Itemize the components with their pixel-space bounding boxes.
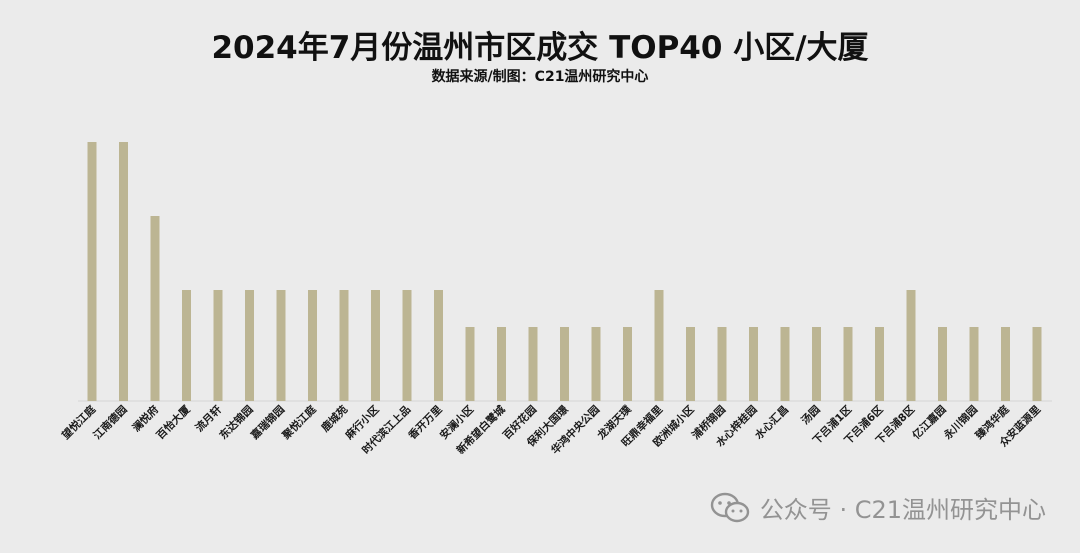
bar-11: [434, 290, 443, 401]
bar-3: [182, 290, 191, 401]
bar-9: [371, 290, 380, 401]
bar-0: [87, 142, 97, 401]
bar-2: [150, 216, 160, 401]
x-tick-label: 流月轩: [193, 403, 225, 435]
bar-1: [119, 142, 128, 401]
x-tick-label: 聚悦江庭: [279, 403, 319, 443]
bar-5: [245, 290, 254, 401]
bar-16: [591, 327, 601, 401]
bar-26: [906, 290, 916, 401]
bar-23: [812, 327, 821, 401]
x-tick-label: 汤园: [799, 403, 823, 427]
x-tick-label: 东达锦园: [217, 403, 256, 442]
chart-title: 2024年7月份温州市区成交 TOP40 小区/大厦: [211, 30, 869, 66]
x-tick-label: 鹿城苑: [319, 403, 351, 435]
bar-7: [308, 290, 317, 401]
bar-8: [339, 290, 349, 401]
x-tick-label: 永川锦园: [941, 403, 981, 443]
x-tick-label: 望悦江庭: [59, 403, 98, 442]
bar-14: [528, 327, 538, 401]
x-tick-label: 水心汇昌: [752, 403, 792, 443]
bar-25: [875, 327, 884, 401]
bar-13: [497, 327, 506, 401]
x-tick-label: 澜悦府: [130, 403, 162, 435]
bar-10: [402, 290, 412, 401]
bar-18: [654, 290, 664, 401]
bar-24: [843, 327, 853, 401]
bar-12: [465, 327, 475, 401]
bar-28: [969, 327, 979, 401]
wechat-icon: [710, 492, 750, 522]
bar-17: [623, 327, 632, 401]
bar-22: [780, 327, 790, 401]
watermark-text: 公众号 · C21温州研究中心: [759, 496, 1046, 524]
x-tick-label: 亿江嘉园: [910, 403, 949, 442]
bar-20: [717, 327, 727, 401]
bar-4: [213, 290, 223, 401]
bar-27: [938, 327, 947, 401]
bar-30: [1032, 327, 1042, 401]
x-tick-label: 香开万里: [405, 403, 445, 443]
watermark: 公众号 · C21温州研究中心: [710, 490, 1046, 525]
bar-19: [686, 327, 695, 401]
x-tick-label: 江南德园: [91, 403, 130, 442]
x-tick-label: 百怡大厦: [154, 403, 193, 442]
bar-15: [560, 327, 569, 401]
x-tick-label: 嘉瑞锦园: [248, 403, 288, 443]
bar-21: [749, 327, 758, 401]
bar-6: [276, 290, 286, 401]
bar-29: [1001, 327, 1010, 401]
chart-subtitle: 数据来源/制图：C21温州研究中心: [431, 69, 649, 85]
